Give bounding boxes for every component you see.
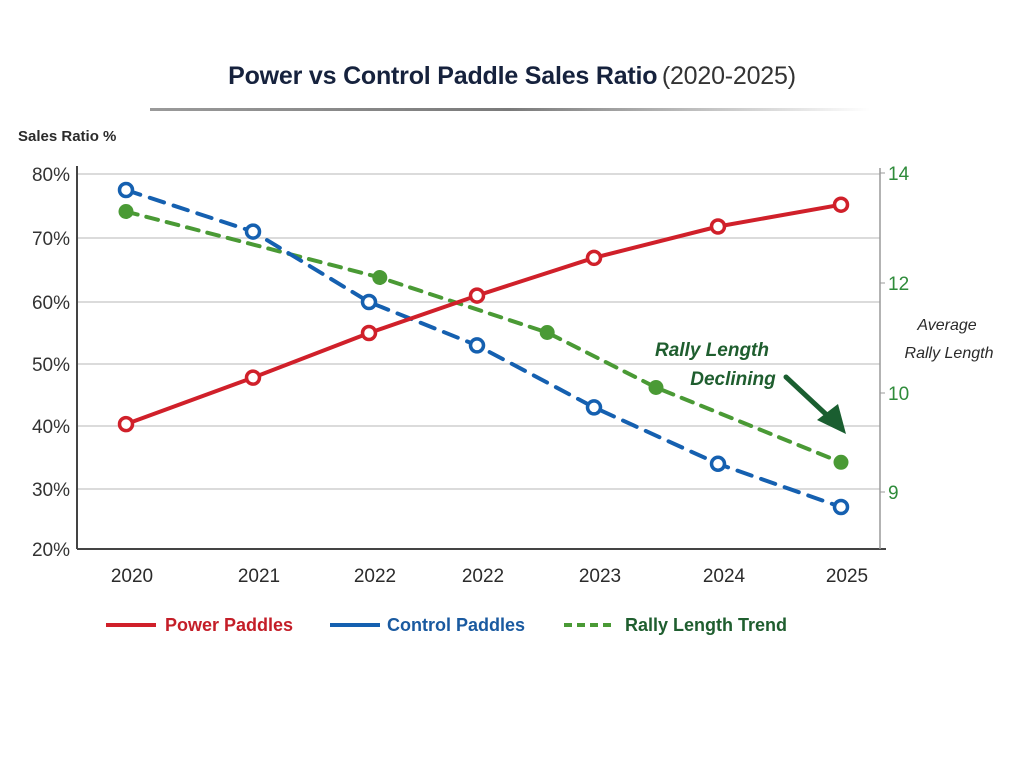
annotation-line1: Rally Length [655, 340, 769, 361]
x-tick-label: 2022 [354, 566, 396, 587]
data-point[interactable] [709, 218, 727, 235]
y-tick-label-left: 60% [32, 293, 70, 314]
title-separator [150, 108, 870, 111]
gridlines [77, 173, 880, 490]
y-axis-right-title-line2: Rally Length [905, 345, 994, 362]
chart-title-main: Power vs Control Paddle Sales Ratio [228, 62, 658, 90]
y-axis-left-ticks: 80% 70% 60% 50% 40% 30% 20% [32, 165, 70, 561]
axes [76, 166, 886, 550]
chart-title: Power vs Control Paddle Sales Ratio (202… [0, 62, 1024, 91]
legend-label-power: Power Paddles [165, 615, 293, 635]
data-point[interactable] [539, 325, 555, 340]
x-tick-label: 2021 [238, 566, 280, 587]
x-tick-label: 2020 [111, 566, 153, 587]
series-rally-length-trend [118, 204, 849, 470]
y-tick-label-right: 12 [888, 274, 909, 295]
y-tick-label-right: 14 [888, 164, 910, 185]
x-axis-ticks: 2020 2021 2022 2022 2023 2024 2025 [111, 566, 868, 587]
series-line [124, 209, 843, 465]
y-tick-label-left: 40% [32, 417, 70, 438]
x-tick-label: 2023 [579, 566, 621, 587]
legend-item-control-paddles[interactable]: Control Paddles [330, 615, 525, 635]
annotation-arrow-icon [783, 374, 846, 434]
y-axis-right-ticks: 14 12 10 9 [880, 164, 910, 504]
data-point[interactable] [372, 270, 388, 285]
legend-item-power-paddles[interactable]: Power Paddles [106, 615, 293, 635]
y-tick-label-left: 20% [32, 540, 70, 561]
data-point[interactable] [360, 324, 378, 342]
data-point[interactable] [468, 337, 486, 354]
y-tick-label-left: 50% [32, 355, 70, 376]
data-point[interactable] [585, 399, 603, 416]
x-tick-label: 2022 [462, 566, 504, 587]
y-tick-label-right: 9 [888, 483, 899, 504]
data-point[interactable] [468, 287, 486, 304]
data-point[interactable] [118, 204, 134, 219]
y-tick-label-right: 10 [888, 384, 909, 405]
y-tick-label-left: 70% [32, 229, 70, 250]
data-point[interactable] [117, 181, 135, 199]
data-point[interactable] [709, 455, 727, 473]
y-tick-label-left: 30% [32, 480, 70, 501]
data-point[interactable] [244, 223, 262, 240]
legend-item-rally-length-trend[interactable]: Rally Length Trend [564, 615, 787, 635]
series-power-paddles [117, 196, 850, 433]
y-axis-left-title: Sales Ratio % [18, 128, 116, 145]
data-point[interactable] [832, 196, 850, 213]
data-point[interactable] [117, 415, 135, 433]
series-control-paddles [117, 181, 850, 516]
legend-label-rally: Rally Length Trend [625, 615, 787, 635]
data-point[interactable] [648, 380, 664, 395]
data-point[interactable] [832, 498, 850, 516]
series-layer [117, 181, 850, 516]
data-point[interactable] [585, 249, 603, 267]
x-tick-label: 2025 [826, 566, 868, 587]
data-point[interactable] [360, 293, 378, 311]
y-axis-right-title-line1: Average [916, 317, 976, 334]
annotation-line2: Declining [690, 369, 776, 390]
legend: Power Paddles Control Paddles Rally Leng… [106, 615, 787, 635]
data-point[interactable] [833, 454, 849, 470]
data-point[interactable] [244, 369, 262, 386]
y-tick-label-left: 80% [32, 165, 70, 186]
legend-label-control: Control Paddles [387, 615, 525, 635]
x-tick-label: 2024 [703, 566, 746, 587]
annotation-rally-declining: Rally Length Declining [655, 340, 846, 434]
chart-title-years: (2020-2025) [661, 62, 796, 90]
